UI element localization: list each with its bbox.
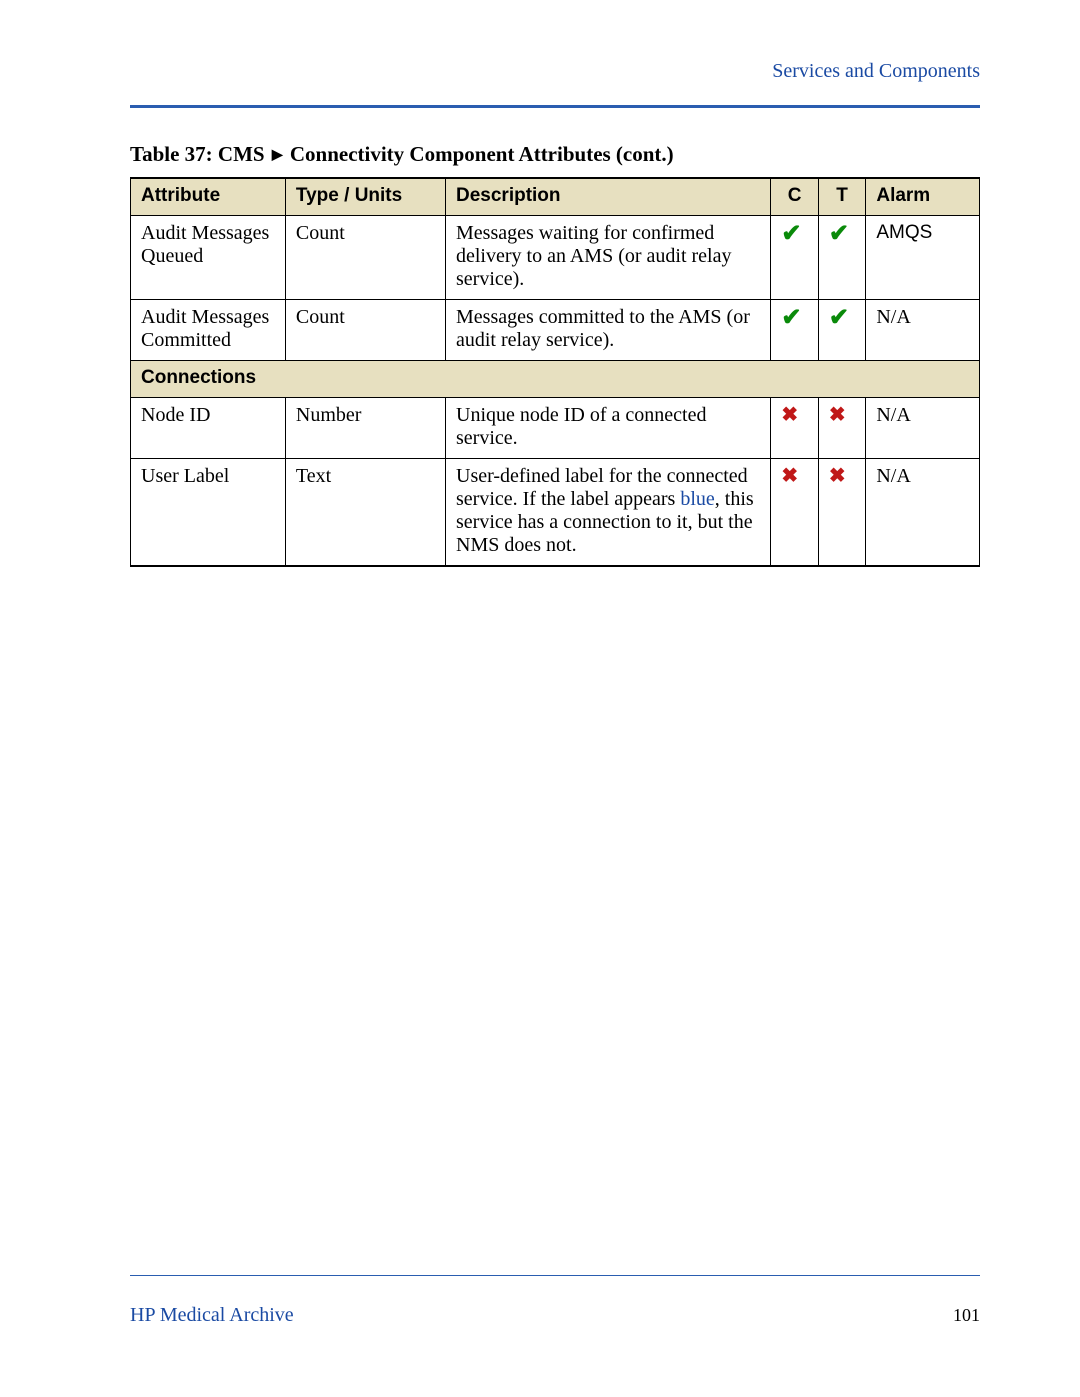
cell-attribute: Audit Messages Committed	[131, 300, 286, 361]
bottom-rule	[130, 1275, 980, 1276]
cell-type: Number	[285, 398, 445, 459]
table-row: User Label Text User-defined label for t…	[131, 459, 980, 567]
cell-type: Count	[285, 216, 445, 300]
cell-t: ✖	[818, 459, 866, 567]
check-icon: ✔	[829, 221, 849, 247]
cell-t: ✖	[818, 398, 866, 459]
cross-icon: ✖	[781, 465, 798, 487]
table-title-suffix: Connectivity Component Attributes (cont.…	[290, 142, 674, 166]
cell-c: ✔	[771, 216, 819, 300]
check-icon: ✔	[829, 305, 849, 331]
cell-c: ✖	[771, 459, 819, 567]
cell-description: Messages committed to the AMS (or audit …	[446, 300, 771, 361]
check-icon: ✔	[781, 305, 801, 331]
triangle-icon: ▶	[270, 147, 285, 164]
table-row: Node ID Number Unique node ID of a conne…	[131, 398, 980, 459]
table-header-row: Attribute Type / Units Description C T A…	[131, 178, 980, 216]
cell-attribute: Node ID	[131, 398, 286, 459]
section-label: Connections	[131, 361, 980, 398]
table-row: Audit Messages Committed Count Messages …	[131, 300, 980, 361]
table-section-row: Connections	[131, 361, 980, 398]
cross-icon: ✖	[829, 465, 846, 487]
cell-alarm: AMQS	[866, 216, 980, 300]
cell-alarm: N/A	[866, 300, 980, 361]
cell-t: ✔	[818, 216, 866, 300]
col-alarm: Alarm	[866, 178, 980, 216]
cell-alarm: N/A	[866, 459, 980, 567]
cell-attribute: Audit Messages Queued	[131, 216, 286, 300]
cross-icon: ✖	[829, 404, 846, 426]
footer-title: HP Medical Archive	[130, 1304, 294, 1327]
cell-t: ✔	[818, 300, 866, 361]
cell-alarm: N/A	[866, 398, 980, 459]
page: Services and Components Table 37: CMS ▶ …	[0, 0, 1080, 1397]
table-row: Audit Messages Queued Count Messages wai…	[131, 216, 980, 300]
cross-icon: ✖	[781, 404, 798, 426]
col-description: Description	[446, 178, 771, 216]
desc-blue-word: blue	[680, 488, 714, 510]
cell-description: Unique node ID of a connected service.	[446, 398, 771, 459]
cell-c: ✔	[771, 300, 819, 361]
cell-type: Count	[285, 300, 445, 361]
top-rule	[130, 105, 980, 108]
table-title: Table 37: CMS ▶ Connectivity Component A…	[130, 142, 980, 167]
col-attribute: Attribute	[131, 178, 286, 216]
col-type: Type / Units	[285, 178, 445, 216]
attributes-table: Attribute Type / Units Description C T A…	[130, 177, 980, 567]
col-c: C	[771, 178, 819, 216]
cell-c: ✖	[771, 398, 819, 459]
col-t: T	[818, 178, 866, 216]
page-number: 101	[953, 1305, 980, 1326]
section-link[interactable]: Services and Components	[130, 60, 980, 83]
cell-attribute: User Label	[131, 459, 286, 567]
cell-description: Messages waiting for confirmed delivery …	[446, 216, 771, 300]
table-title-prefix: Table 37: CMS	[130, 142, 265, 166]
cell-description: User-defined label for the connected ser…	[446, 459, 771, 567]
cell-type: Text	[285, 459, 445, 567]
check-icon: ✔	[781, 221, 801, 247]
page-footer: HP Medical Archive 101	[130, 1275, 980, 1327]
